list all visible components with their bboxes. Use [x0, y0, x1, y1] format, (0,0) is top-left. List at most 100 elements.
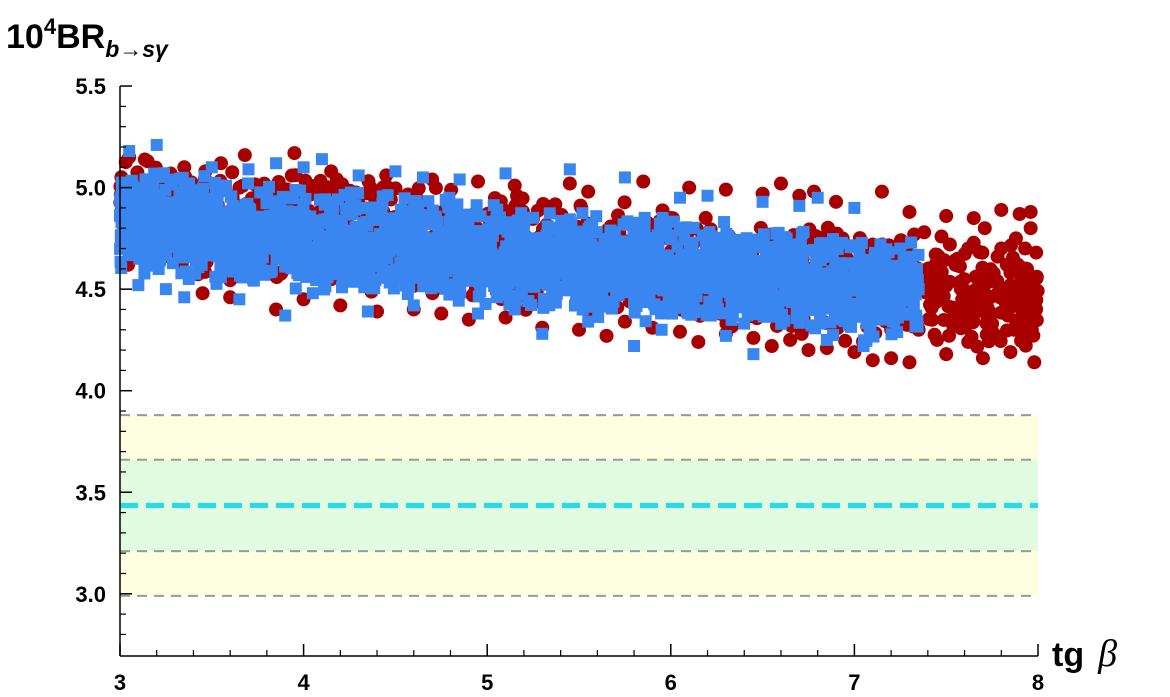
data-point-circle [140, 154, 155, 169]
data-point-square [783, 240, 796, 253]
data-point-square [121, 237, 134, 250]
data-point-square [525, 298, 538, 311]
data-point-square [797, 225, 810, 238]
data-point-square [660, 306, 673, 319]
data-point-square [407, 266, 420, 279]
data-point-square [496, 275, 509, 288]
data-point-square [703, 295, 716, 308]
data-point-square [770, 265, 783, 278]
data-point-square [504, 229, 517, 242]
data-point-square [346, 207, 359, 220]
data-point-square [165, 201, 178, 214]
data-point-square [350, 241, 363, 254]
data-point-square [726, 288, 739, 301]
data-point-square [775, 308, 788, 321]
data-point-square [820, 333, 833, 346]
data-point-circle [599, 328, 614, 343]
data-point-square [561, 238, 574, 251]
data-point-square [739, 240, 752, 253]
data-point-circle [966, 211, 981, 226]
data-point-circle [1012, 207, 1027, 222]
data-point-circle [902, 204, 917, 219]
data-point-square [872, 277, 885, 290]
data-point-square [256, 251, 269, 264]
data-point-square [629, 238, 642, 251]
data-point-square [636, 296, 649, 309]
x-axis-title: tg β [1052, 633, 1117, 675]
data-point-square [242, 163, 255, 176]
data-point-square [386, 240, 399, 253]
data-point-circle [746, 330, 761, 345]
data-point-square [413, 217, 426, 230]
data-point-circle [225, 165, 240, 180]
data-point-circle [1003, 345, 1018, 360]
data-point-square [700, 308, 713, 321]
data-point-square [389, 165, 402, 178]
data-point-square [387, 227, 400, 240]
data-point-circle [324, 164, 339, 179]
data-point-square [224, 219, 237, 232]
data-point-square [689, 256, 702, 269]
data-point-circle [931, 249, 946, 264]
data-point-square [754, 302, 767, 315]
data-point-square [364, 201, 377, 214]
data-point-square [688, 306, 701, 319]
data-point-square [886, 315, 899, 328]
data-point-square [369, 211, 382, 224]
data-point-square [827, 233, 840, 246]
data-point-square [211, 218, 224, 231]
data-point-square [752, 258, 765, 271]
data-point-square [815, 301, 828, 314]
data-point-circle [1008, 231, 1023, 246]
data-point-square [527, 275, 540, 288]
data-point-square [874, 238, 887, 251]
data-point-square [248, 263, 261, 276]
data-point-square [222, 252, 235, 265]
data-point-square [774, 294, 787, 307]
data-point-square [718, 266, 731, 279]
data-point-square [747, 348, 760, 361]
data-point-square [657, 284, 670, 297]
data-point-square [254, 186, 267, 199]
data-point-square [720, 227, 733, 240]
data-point-square [859, 301, 872, 314]
data-point-square [480, 228, 493, 241]
data-point-circle [917, 225, 932, 240]
data-point-square [753, 288, 766, 301]
data-point-circle [361, 174, 376, 189]
data-point-square [152, 263, 165, 276]
data-point-circle [920, 261, 935, 276]
data-point-circle [980, 301, 995, 316]
data-point-square [549, 296, 562, 309]
data-point-square [554, 263, 567, 276]
data-point-square [655, 323, 668, 336]
data-point-square [179, 251, 192, 264]
data-point-circle [829, 194, 844, 209]
data-point-circle [691, 334, 706, 349]
data-point-circle [1023, 204, 1038, 219]
data-point-square [628, 340, 641, 353]
data-point-square [796, 245, 809, 258]
data-point-square [592, 310, 605, 323]
data-point-square [138, 267, 151, 280]
data-point-square [582, 315, 595, 328]
data-point-square [667, 215, 680, 228]
data-point-square [855, 236, 868, 249]
data-point-circle [1003, 278, 1018, 293]
data-point-square [555, 214, 568, 227]
data-point-square [836, 236, 849, 249]
data-point-square [910, 262, 923, 275]
data-point-square [857, 340, 870, 353]
data-point-square [467, 209, 480, 222]
data-point-square [494, 219, 507, 232]
data-point-circle [924, 298, 939, 313]
data-point-square [159, 283, 172, 296]
data-point-square [741, 309, 754, 322]
data-point-square [248, 251, 261, 264]
data-point-circle [939, 209, 954, 224]
data-point-circle [1023, 221, 1038, 236]
data-point-square [543, 253, 556, 266]
data-point-circle [333, 298, 348, 313]
data-point-square [436, 237, 449, 250]
data-point-square [234, 251, 247, 264]
